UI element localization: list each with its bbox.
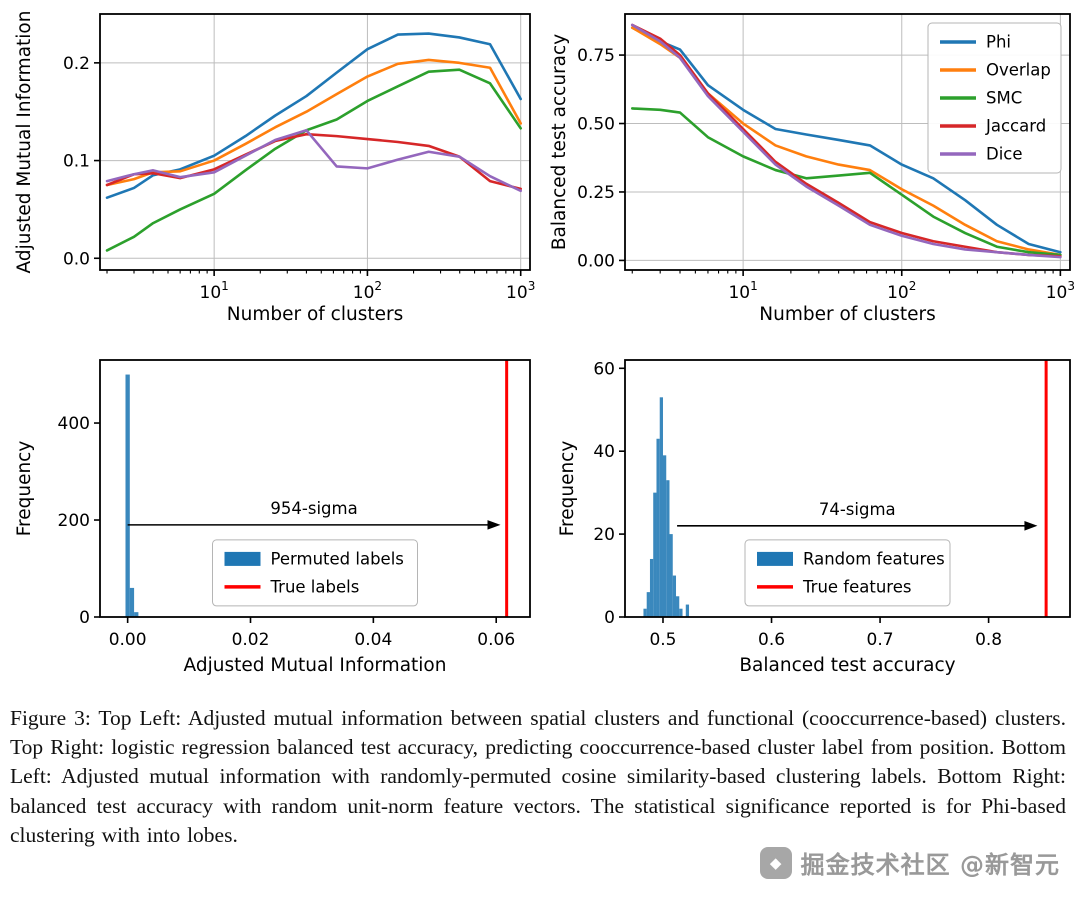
y-axis: 0.00 0.25 0.50 0.75 Balanced test accuracy: [549, 34, 625, 271]
watermark-text: 掘金技术社区 @新智元: [800, 851, 1060, 879]
svg-text:0.8: 0.8: [975, 630, 1002, 650]
svg-text:0.1: 0.1: [63, 152, 90, 172]
svg-text:0: 0: [604, 608, 615, 628]
legend-patch-swatch: [224, 551, 261, 566]
svg-text:103: 103: [506, 279, 535, 303]
legend-label: Phi: [986, 33, 1011, 52]
legend-label: Jaccard: [985, 117, 1046, 136]
legend-label: SMC: [986, 89, 1022, 108]
x-axis: 0.00 0.02 0.04 0.06 Adjusted Mutual Informat…: [109, 617, 515, 676]
svg-text:101: 101: [200, 279, 229, 303]
watermark: 掘金技术社区 @新智元: [755, 843, 1064, 882]
series-smc: [630, 107, 1062, 257]
series-jaccard: [105, 132, 522, 191]
svg-text:0.25: 0.25: [577, 183, 615, 203]
svg-text:40: 40: [593, 442, 615, 462]
svg-text:200: 200: [58, 511, 90, 531]
chart-accuracy-random-histogram: 74-sigma 0.5 0.6 0.7 0.8 Balanced test accura…: [557, 359, 1071, 676]
x-axis-label: Number of clusters: [759, 304, 935, 325]
legend: Phi Overlap SMC Jaccard Dice: [927, 22, 1062, 174]
svg-text:102: 102: [887, 279, 916, 303]
svg-text:0.75: 0.75: [577, 46, 615, 66]
y-axis-label: Frequency: [14, 441, 35, 537]
legend: Permuted labels True labels: [212, 539, 418, 607]
chart-ami-vs-clusters: 101 102 103 Number of clusters 0.0 0.1 0.2 Adju…: [14, 11, 535, 325]
sigma-annotation: 74-sigma: [677, 500, 1038, 531]
y-axis-label: Adjusted Mutual Information: [14, 11, 35, 274]
legend-label: True features: [802, 577, 911, 596]
svg-text:0.2: 0.2: [63, 54, 90, 74]
sigma-label: 74-sigma: [819, 500, 896, 519]
x-axis: 101 102 103 Number of clusters: [631, 270, 1075, 325]
svg-text:0.6: 0.6: [758, 630, 785, 650]
plot-border: [624, 359, 1071, 618]
gridlines: [625, 14, 1070, 270]
data-series: [105, 32, 522, 252]
svg-text:0: 0: [79, 608, 90, 628]
x-axis-label: Adjusted Mutual Information: [184, 655, 447, 676]
legend-patch-swatch: [757, 551, 793, 566]
svg-text:0.7: 0.7: [867, 630, 894, 650]
series-dice: [630, 23, 1062, 259]
plot-border: [624, 13, 1071, 271]
series-overlap: [105, 58, 522, 187]
legend-label: Random features: [803, 549, 945, 568]
svg-text:0.06: 0.06: [477, 630, 515, 650]
y-axis: 0.0 0.1 0.2 Adjusted Mutual Information: [14, 11, 100, 274]
series-dice: [105, 128, 522, 193]
series-phi: [630, 26, 1062, 254]
y-axis-label: Balanced test accuracy: [549, 34, 570, 250]
svg-text:101: 101: [728, 279, 757, 303]
chart-ami-permutation-histogram: 954-sigma 0.00 0.02 0.04 0.06 Adjusted Mutual…: [14, 359, 531, 676]
histogram-bars: [125, 374, 139, 617]
y-axis: 0 200 400 Frequency: [14, 414, 100, 628]
sigma-label: 954-sigma: [270, 499, 357, 518]
x-axis-label: Balanced test accuracy: [739, 655, 955, 676]
legend: Random features True features: [744, 539, 951, 607]
juejin-logo-icon: [759, 846, 792, 879]
svg-text:102: 102: [353, 279, 382, 303]
svg-text:0.04: 0.04: [354, 630, 392, 650]
svg-text:0.00: 0.00: [109, 630, 147, 650]
histogram-bars: [643, 397, 690, 617]
svg-text:103: 103: [1046, 279, 1075, 303]
x-axis: 0.5 0.6 0.7 0.8 Balanced test accuracy: [649, 617, 1002, 676]
figure-caption: Figure 3: Top Left: Adjusted mutual info…: [10, 706, 1066, 847]
svg-text:0.50: 0.50: [577, 115, 615, 135]
plot-border: [99, 13, 531, 271]
svg-text:0.02: 0.02: [232, 630, 270, 650]
svg-text:60: 60: [593, 359, 615, 379]
legend-label: Dice: [986, 145, 1023, 164]
gridlines: [100, 14, 530, 270]
legend-label: Overlap: [986, 61, 1051, 80]
svg-text:20: 20: [593, 525, 615, 545]
charts-grid: 101 102 103 Number of clusters 0.0 0.1 0.2 Adju…: [14, 11, 1075, 676]
sigma-annotation: 954-sigma: [127, 499, 501, 530]
legend-label: True labels: [270, 577, 360, 596]
svg-text:0.0: 0.0: [63, 249, 90, 269]
svg-text:400: 400: [58, 414, 90, 434]
legend-label: Permuted labels: [271, 549, 404, 568]
svg-text:0.5: 0.5: [649, 630, 676, 650]
x-axis-label: Number of clusters: [227, 304, 403, 325]
data-series: [630, 23, 1062, 259]
y-axis-label: Frequency: [557, 441, 578, 537]
y-axis: 0 20 40 60 Frequency: [557, 359, 625, 628]
svg-text:0.00: 0.00: [577, 251, 615, 271]
x-axis: 101 102 103 Number of clusters: [106, 270, 535, 325]
plot-border: [99, 359, 531, 618]
